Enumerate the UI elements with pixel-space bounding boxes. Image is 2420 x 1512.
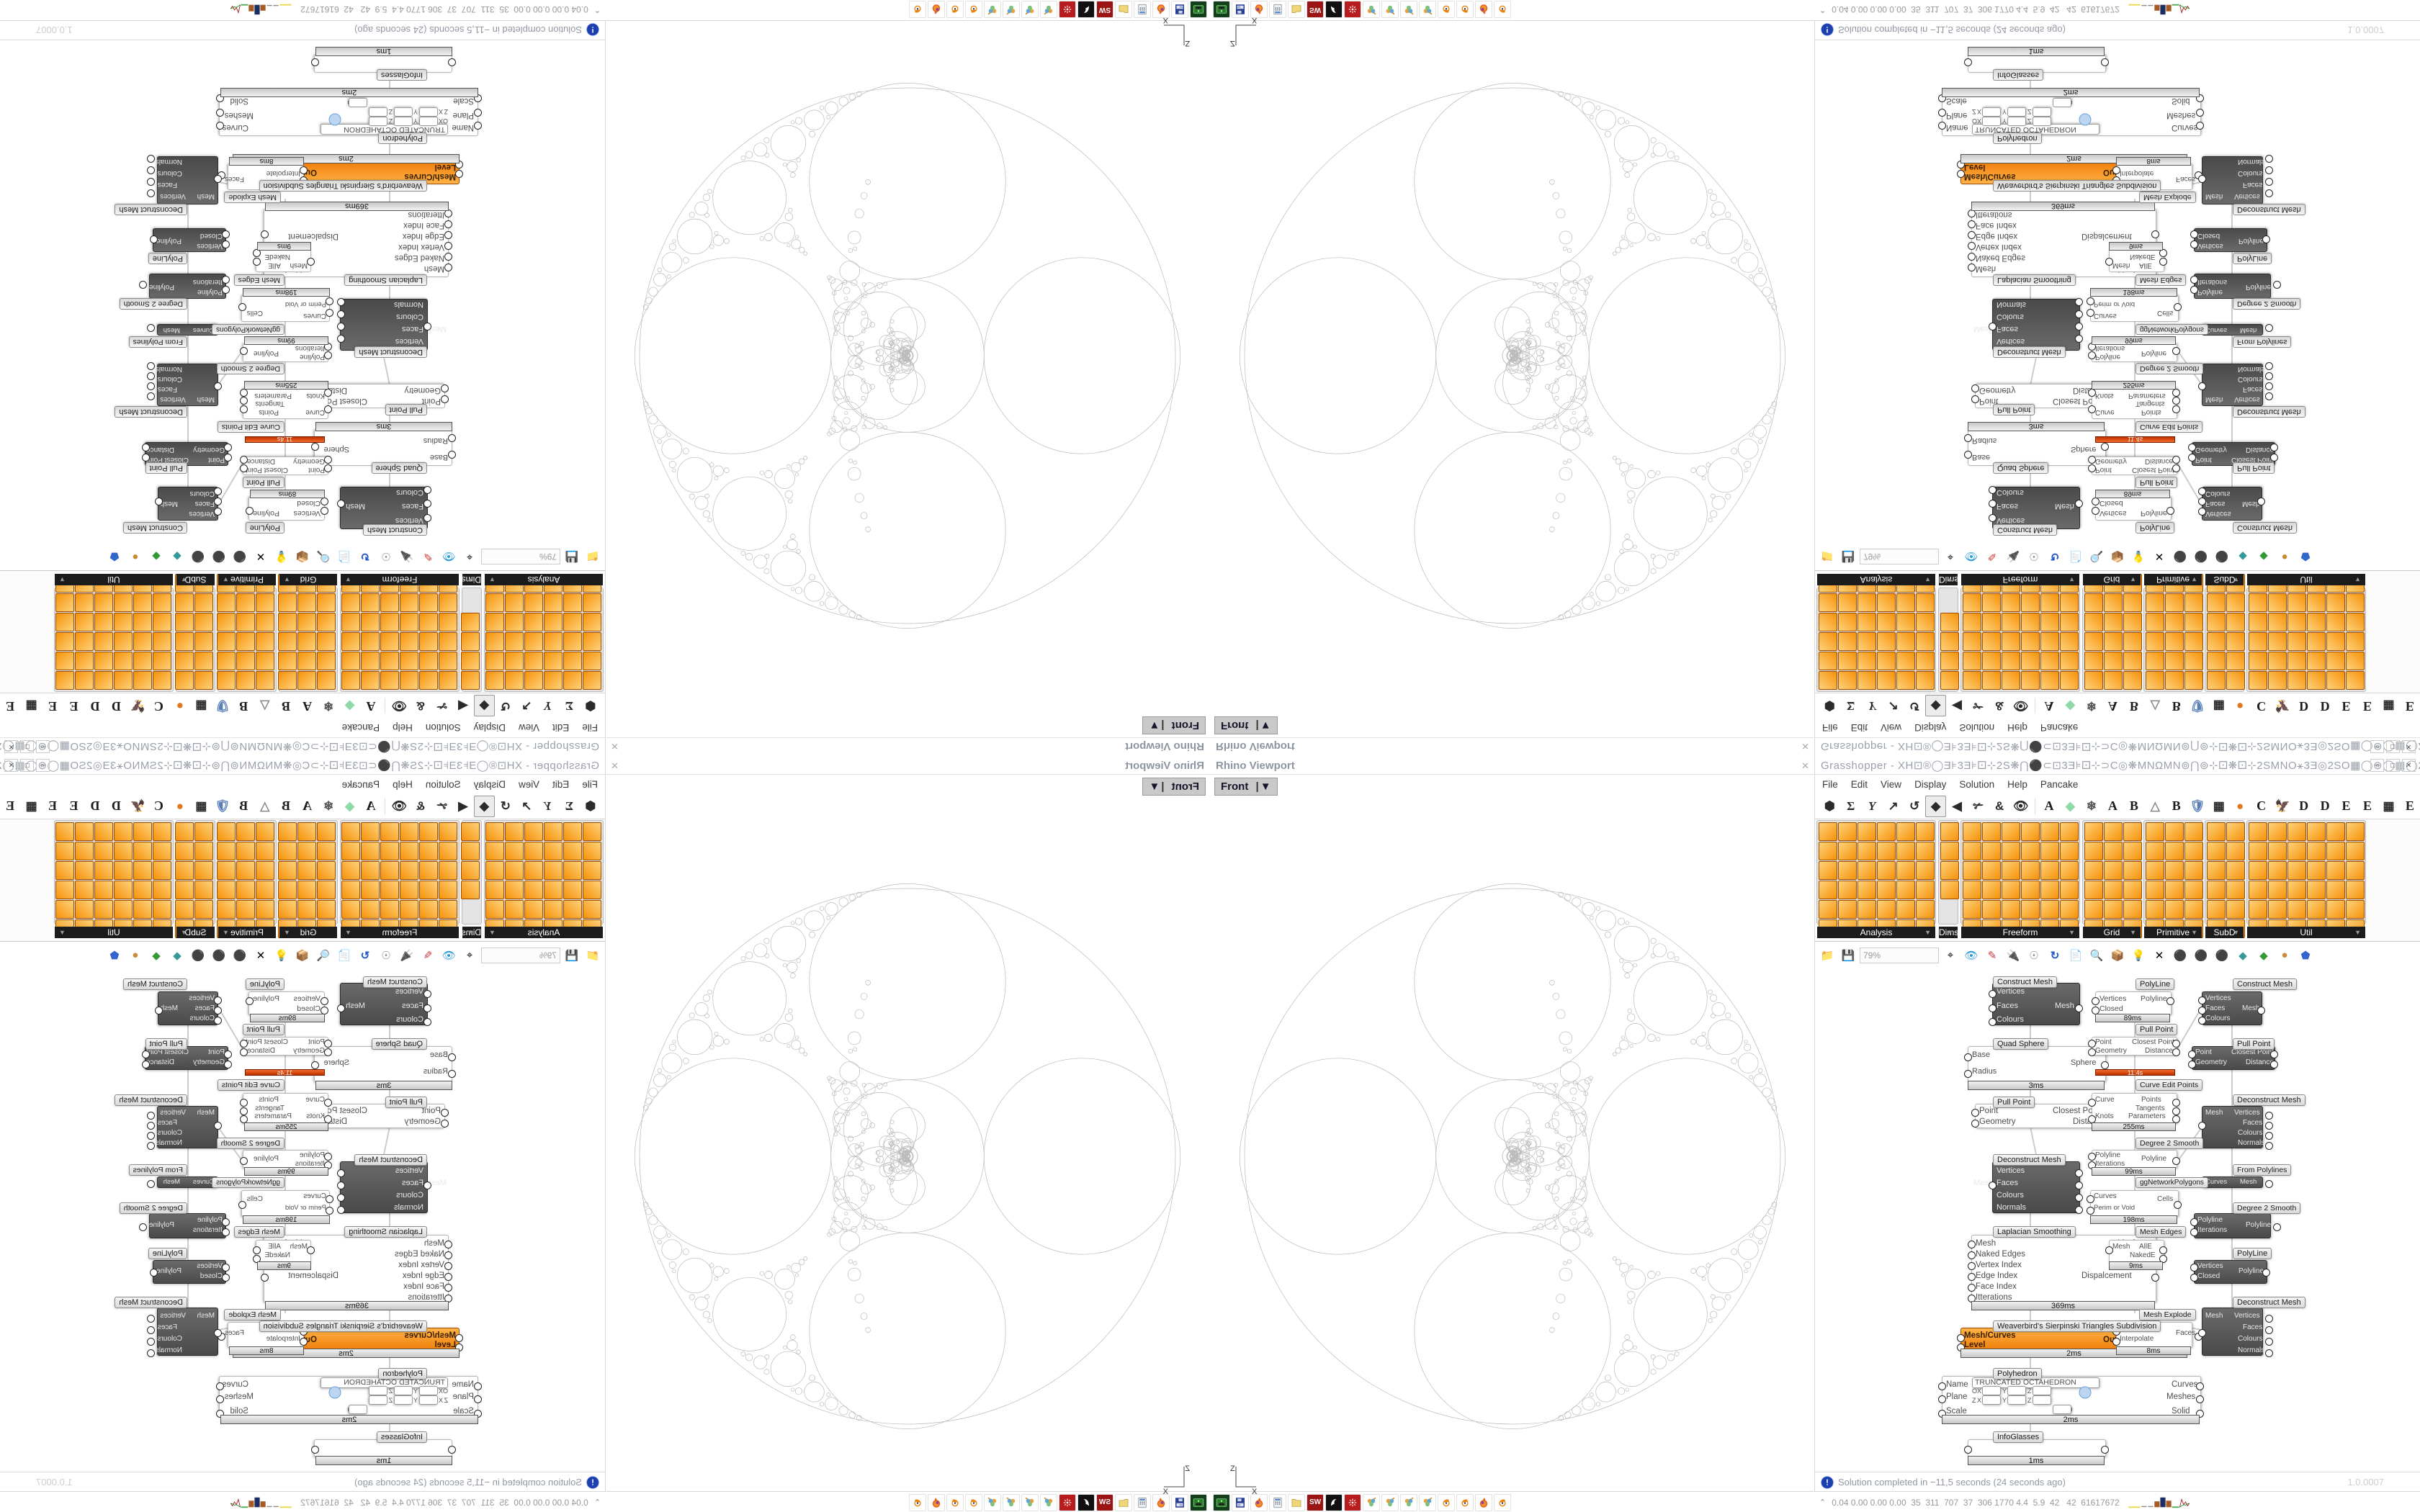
- svg-text:Z: Z: [1230, 1465, 1235, 1473]
- svg-text:64: 64: [1237, 1503, 1240, 1506]
- svg-text:Z: Z: [1185, 39, 1190, 47]
- svg-text:64: 64: [1180, 6, 1183, 9]
- svg-text:64: 64: [1180, 1503, 1183, 1506]
- svg-text:64: 64: [1237, 6, 1240, 9]
- svg-text:Z: Z: [1185, 1465, 1190, 1473]
- svg-text:Z: Z: [1230, 39, 1235, 47]
